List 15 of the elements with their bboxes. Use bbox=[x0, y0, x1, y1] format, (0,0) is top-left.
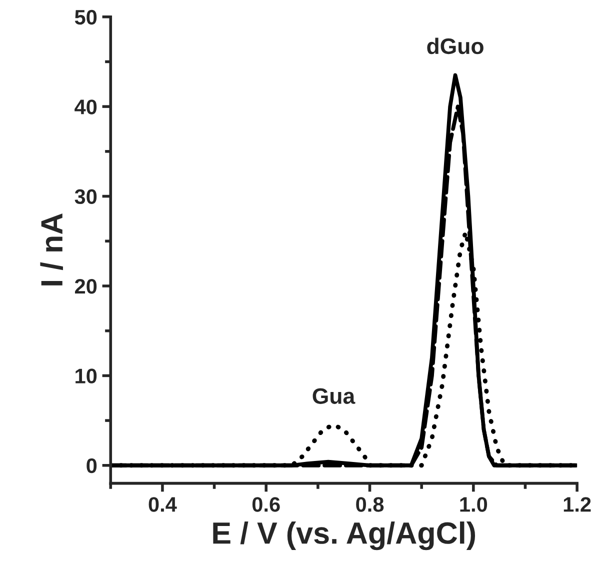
y-axis-title: I / nA bbox=[40, 214, 63, 286]
y-tick-label: 0 bbox=[86, 458, 97, 474]
x-tick-label: 0.8 bbox=[356, 497, 384, 512]
y-tick-label: 10 bbox=[76, 368, 97, 384]
y-tick-label: 20 bbox=[74, 278, 97, 294]
x-tick-label: 1.2 bbox=[564, 497, 591, 512]
x-tick-label: 1.0 bbox=[460, 497, 488, 512]
y-tick-label: 40 bbox=[74, 100, 97, 114]
annotation: dGuo bbox=[427, 38, 484, 54]
x-tick-label: 0.4 bbox=[148, 497, 177, 512]
x-axis-title: E / V (vs. Ag/AgCl) bbox=[213, 521, 476, 550]
y-tick-label: 30 bbox=[74, 189, 97, 204]
annotation: Gua bbox=[312, 388, 356, 404]
x-tick-label: 0.6 bbox=[252, 497, 280, 512]
y-tick-label: 50 bbox=[74, 10, 97, 25]
